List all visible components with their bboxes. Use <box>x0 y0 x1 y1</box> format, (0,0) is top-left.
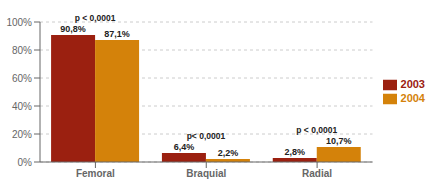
svg-text:6,4%: 6,4% <box>174 142 195 152</box>
svg-text:0%: 0% <box>18 157 33 168</box>
svg-text:p< 0,0001: p< 0,0001 <box>187 131 226 141</box>
svg-text:80%: 80% <box>12 45 32 56</box>
svg-text:100%: 100% <box>8 17 32 28</box>
svg-text:p < 0,0001: p < 0,0001 <box>75 13 116 23</box>
svg-text:Braquial: Braquial <box>186 168 226 179</box>
svg-text:87,1%: 87,1% <box>104 29 130 39</box>
html-text:2004: 2004 <box>400 92 425 104</box>
svg-text:90,8%: 90,8% <box>60 24 86 34</box>
svg-text:Radial: Radial <box>302 168 332 179</box>
svg-text:2,2%: 2,2% <box>218 148 239 158</box>
html-text:2003: 2003 <box>400 77 425 90</box>
svg-text:60%: 60% <box>12 73 32 84</box>
svg-text:20%: 20% <box>12 129 32 140</box>
svg-text:Femoral: Femoral <box>76 168 115 179</box>
svg-text:2,8%: 2,8% <box>285 147 306 157</box>
svg-text:40%: 40% <box>12 101 32 112</box>
svg-text:p < 0,0001: p < 0,0001 <box>296 125 337 135</box>
svg-text:10,7%: 10,7% <box>326 136 352 146</box>
